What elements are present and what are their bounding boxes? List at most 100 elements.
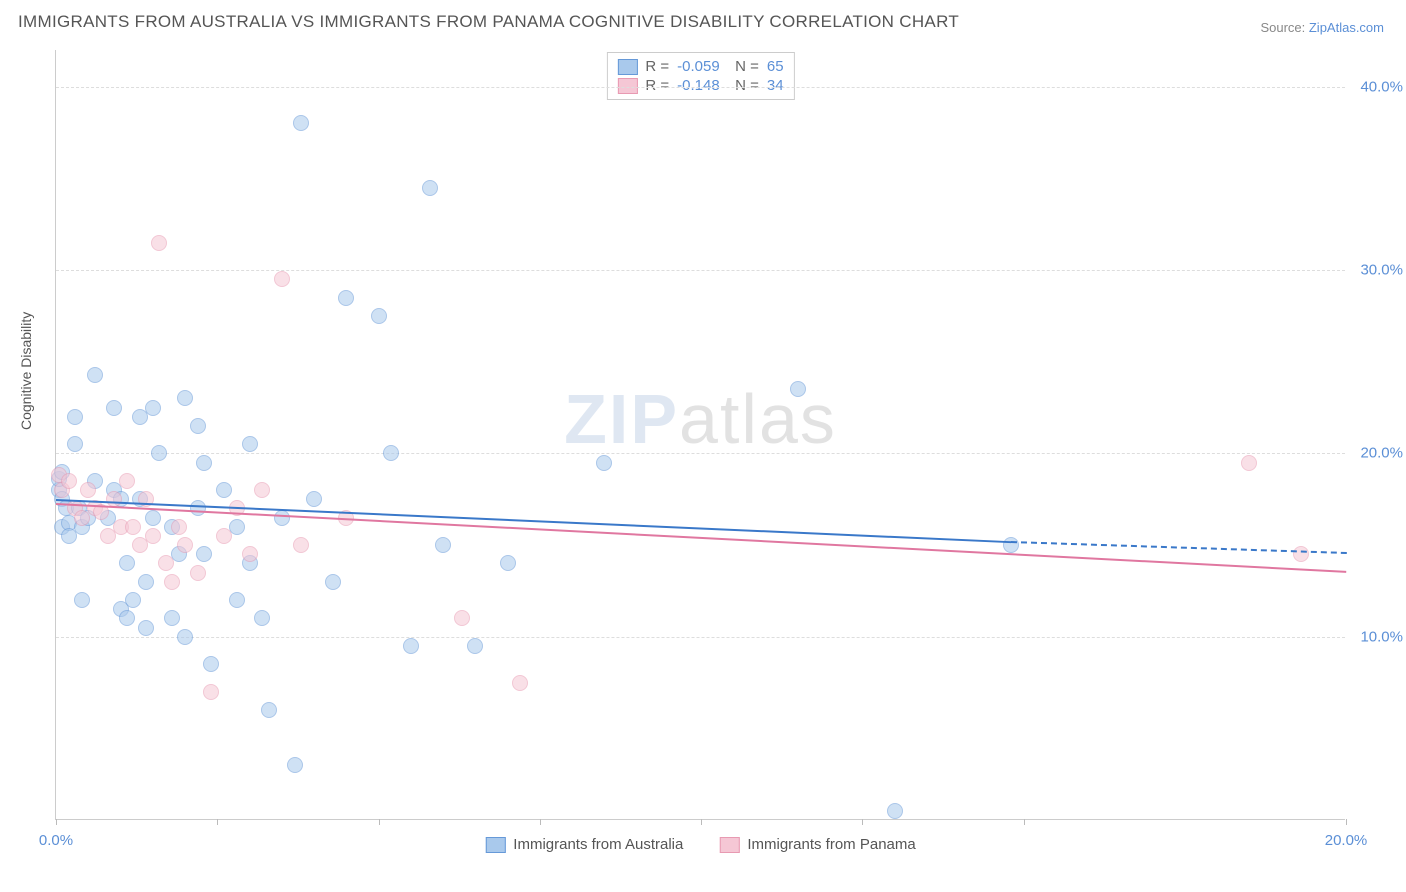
data-point	[325, 574, 341, 590]
data-point	[196, 455, 212, 471]
series-name: Immigrants from Panama	[747, 836, 915, 853]
data-point	[125, 592, 141, 608]
x-tick-label: 20.0%	[1325, 832, 1368, 849]
watermark-light: atlas	[679, 380, 837, 458]
data-point	[500, 555, 516, 571]
data-point	[203, 684, 219, 700]
data-point	[171, 519, 187, 535]
series-name: Immigrants from Australia	[513, 836, 683, 853]
data-point	[293, 537, 309, 553]
legend-swatch	[719, 837, 739, 853]
data-point	[164, 574, 180, 590]
data-point	[306, 491, 322, 507]
x-tick-mark	[379, 819, 380, 825]
data-point	[887, 803, 903, 819]
trend-line	[56, 499, 1011, 543]
data-point	[383, 445, 399, 461]
data-point	[67, 436, 83, 452]
legend-swatch	[617, 78, 637, 94]
gridline	[56, 270, 1345, 271]
data-point	[242, 436, 258, 452]
data-point	[119, 473, 135, 489]
data-point	[151, 235, 167, 251]
data-point	[177, 629, 193, 645]
data-point	[1003, 537, 1019, 553]
x-tick-mark	[56, 819, 57, 825]
n-value: 65	[767, 58, 784, 75]
y-tick-label: 10.0%	[1360, 628, 1403, 645]
data-point	[190, 418, 206, 434]
data-point	[87, 367, 103, 383]
data-point	[138, 620, 154, 636]
series-legend-item: Immigrants from Panama	[719, 836, 915, 853]
legend-row: R = -0.059 N = 65	[617, 57, 783, 76]
data-point	[596, 455, 612, 471]
r-value: -0.059	[677, 58, 727, 75]
x-tick-label: 0.0%	[39, 832, 73, 849]
correlation-legend: R =-0.059N =65R =-0.148N =34	[606, 52, 794, 100]
source-link[interactable]: ZipAtlas.com	[1309, 20, 1384, 35]
data-point	[158, 555, 174, 571]
x-tick-mark	[1024, 819, 1025, 825]
data-point	[274, 510, 290, 526]
gridline	[56, 453, 1345, 454]
data-point	[196, 546, 212, 562]
data-point	[242, 546, 258, 562]
data-point	[274, 271, 290, 287]
r-value: -0.148	[677, 77, 727, 94]
n-label: N =	[735, 58, 759, 75]
gridline	[56, 637, 1345, 638]
gridline	[56, 87, 1345, 88]
data-point	[74, 592, 90, 608]
data-point	[145, 400, 161, 416]
x-tick-mark	[540, 819, 541, 825]
data-point	[254, 610, 270, 626]
data-point	[67, 409, 83, 425]
data-point	[119, 610, 135, 626]
data-point	[790, 381, 806, 397]
x-tick-mark	[701, 819, 702, 825]
data-point	[151, 445, 167, 461]
data-point	[435, 537, 451, 553]
data-point	[125, 519, 141, 535]
r-label: R =	[645, 77, 669, 94]
data-point	[177, 537, 193, 553]
data-point	[164, 610, 180, 626]
data-point	[261, 702, 277, 718]
chart-title: IMMIGRANTS FROM AUSTRALIA VS IMMIGRANTS …	[18, 12, 959, 32]
source-attribution: Source: ZipAtlas.com	[1260, 20, 1384, 35]
data-point	[145, 528, 161, 544]
data-point	[287, 757, 303, 773]
data-point	[467, 638, 483, 654]
data-point	[177, 390, 193, 406]
data-point	[203, 656, 219, 672]
x-tick-mark	[862, 819, 863, 825]
legend-swatch	[485, 837, 505, 853]
data-point	[190, 500, 206, 516]
data-point	[293, 115, 309, 131]
data-point	[138, 574, 154, 590]
r-label: R =	[645, 58, 669, 75]
y-tick-label: 20.0%	[1360, 445, 1403, 462]
data-point	[216, 482, 232, 498]
data-point	[106, 491, 122, 507]
scatter-plot-area: ZIPatlas R =-0.059N =65R =-0.148N =34 Im…	[55, 50, 1345, 820]
y-axis-label: Cognitive Disability	[18, 312, 34, 430]
data-point	[338, 290, 354, 306]
data-point	[106, 400, 122, 416]
legend-swatch	[617, 59, 637, 75]
series-legend: Immigrants from Australia Immigrants from…	[485, 836, 915, 853]
data-point	[254, 482, 270, 498]
series-legend-item: Immigrants from Australia	[485, 836, 683, 853]
data-point	[216, 528, 232, 544]
data-point	[61, 473, 77, 489]
legend-row: R =-0.148N =34	[617, 76, 783, 95]
data-point	[145, 510, 161, 526]
data-point	[454, 610, 470, 626]
data-point	[119, 555, 135, 571]
watermark-bold: ZIP	[564, 380, 679, 458]
n-label: N =	[735, 77, 759, 94]
data-point	[403, 638, 419, 654]
data-point	[1293, 546, 1309, 562]
data-point	[512, 675, 528, 691]
